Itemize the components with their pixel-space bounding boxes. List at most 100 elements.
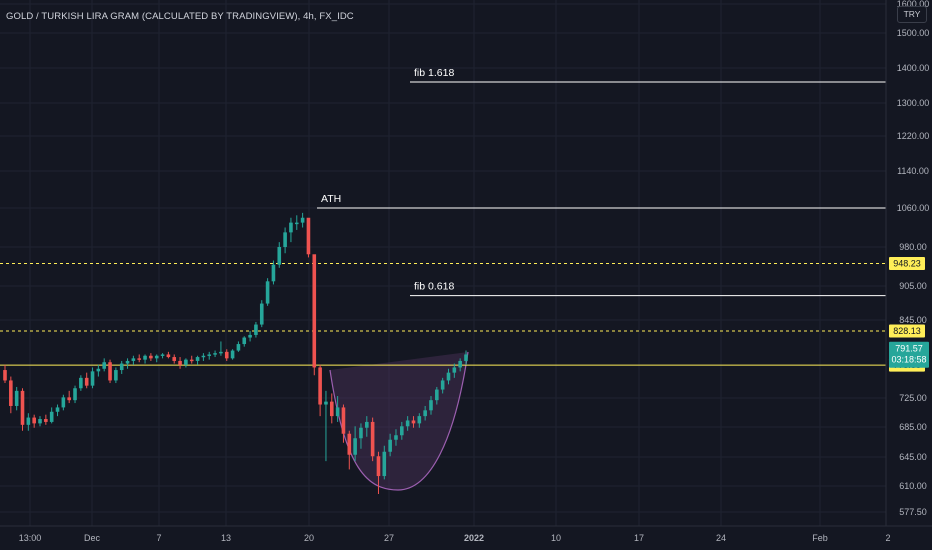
candle-body bbox=[166, 354, 171, 358]
price-axis[interactable]: 1600.00 1500.00 1400.00 1300.00 1220.00 1140.… bbox=[885, 0, 932, 550]
candle-body bbox=[125, 360, 130, 364]
price-tick-label: 1600.00 bbox=[897, 0, 930, 9]
price-tick-label: 1140.00 bbox=[897, 166, 929, 176]
annotation-label: fib 1.618 bbox=[414, 67, 454, 79]
candle-body bbox=[73, 388, 77, 401]
price-axis-bg bbox=[886, 0, 932, 550]
candle-body bbox=[248, 334, 252, 338]
price-tick-label: 1300.00 bbox=[897, 98, 930, 108]
level-tag bbox=[889, 257, 925, 271]
price-tick-label: 685.00 bbox=[899, 422, 927, 432]
candle-body bbox=[265, 281, 270, 304]
candle-body bbox=[108, 362, 112, 381]
candle-body bbox=[289, 222, 293, 233]
grid-layer bbox=[0, 0, 889, 526]
time-tick-label: 2 bbox=[885, 533, 890, 543]
candle-body bbox=[160, 354, 165, 356]
candle-body bbox=[143, 355, 147, 360]
time-tick-label: 13:00 bbox=[19, 533, 42, 543]
candle-body bbox=[201, 355, 206, 358]
candle-body bbox=[242, 337, 247, 345]
time-tick-label: 10 bbox=[551, 533, 561, 543]
time-tick-label: 27 bbox=[384, 533, 394, 543]
candle-body bbox=[271, 264, 276, 282]
annotation-label: fib 0.618 bbox=[414, 281, 454, 293]
candle-body bbox=[335, 407, 340, 417]
candle-body bbox=[79, 377, 83, 389]
candle-body bbox=[84, 377, 89, 386]
time-tick-label: 13 bbox=[221, 533, 231, 543]
candle-body bbox=[446, 372, 451, 381]
annotation-lines: fib 1.618 ATH fib 0.618 bbox=[317, 67, 886, 297]
current-price-label: 791.57 bbox=[895, 344, 923, 354]
countdown-label: 03:18:58 bbox=[891, 355, 926, 365]
price-tick-label: 1060.00 bbox=[897, 203, 930, 213]
price-tick-label: 905.00 bbox=[899, 281, 927, 291]
candle-body bbox=[96, 368, 101, 372]
candle-body bbox=[405, 420, 410, 427]
candle-body bbox=[61, 397, 66, 408]
level-tag bbox=[889, 324, 925, 338]
candle-body bbox=[230, 350, 235, 359]
candle-body bbox=[172, 357, 177, 361]
candle-body bbox=[9, 380, 13, 406]
time-axis[interactable]: 13:00 Dec 7 13 20 27 2022 10 17 24 Feb 2 bbox=[0, 525, 932, 543]
candle-body bbox=[178, 360, 182, 365]
candle-body bbox=[417, 416, 422, 424]
currency-button[interactable]: TRY bbox=[897, 6, 927, 23]
cup-fill bbox=[330, 352, 468, 490]
candle-body bbox=[137, 358, 142, 360]
candle-body bbox=[388, 439, 392, 452]
candle-body bbox=[20, 390, 25, 425]
price-tick-label: 645.00 bbox=[899, 452, 927, 462]
annotation-label: ATH bbox=[321, 193, 341, 205]
candle-body bbox=[154, 355, 159, 359]
price-tick-label: 845.00 bbox=[899, 315, 927, 325]
current-price-tag bbox=[889, 341, 929, 368]
time-tick-label: 17 bbox=[634, 533, 644, 543]
candle-body bbox=[44, 419, 48, 422]
level-tag-label: 948.23 bbox=[893, 259, 921, 269]
candle-body bbox=[364, 421, 369, 428]
candle-body bbox=[382, 451, 387, 477]
candle-body bbox=[3, 370, 7, 381]
candle-body bbox=[440, 380, 445, 390]
candle-body bbox=[236, 344, 241, 351]
candle-body bbox=[306, 217, 311, 255]
candle-body bbox=[324, 401, 328, 405]
price-tick-label: 1400.00 bbox=[897, 63, 930, 73]
candle-body bbox=[359, 427, 363, 439]
candle-body bbox=[38, 419, 42, 424]
time-tick-label: Feb bbox=[812, 533, 828, 543]
candle-body bbox=[411, 420, 416, 424]
candle-body bbox=[435, 389, 439, 401]
candle-body bbox=[14, 390, 19, 406]
candle-body bbox=[224, 351, 229, 359]
candle-body bbox=[195, 357, 200, 361]
candle-body bbox=[341, 407, 346, 434]
time-tick-label: 20 bbox=[304, 533, 314, 543]
candle-body bbox=[277, 247, 282, 265]
candle-body bbox=[452, 367, 457, 373]
candle-body bbox=[207, 354, 212, 356]
level-tag-label: 828.13 bbox=[893, 326, 921, 336]
candle-body bbox=[184, 359, 188, 365]
time-tick-label: 24 bbox=[716, 533, 726, 543]
candle-body bbox=[394, 435, 398, 440]
candle-body bbox=[102, 362, 107, 369]
price-tick-label: 725.00 bbox=[899, 393, 927, 403]
time-tick-label: 2022 bbox=[464, 533, 484, 543]
time-tick-label: 7 bbox=[156, 533, 161, 543]
cup-pattern bbox=[329, 351, 469, 491]
candle-body bbox=[213, 353, 217, 355]
candle-body bbox=[458, 360, 462, 368]
price-tick-label: 610.00 bbox=[899, 481, 927, 491]
price-tick-label: 577.50 bbox=[899, 507, 927, 517]
candle-body bbox=[423, 410, 427, 417]
cup-outline bbox=[329, 351, 469, 491]
candle-body bbox=[429, 400, 433, 411]
candle-body bbox=[189, 359, 194, 362]
